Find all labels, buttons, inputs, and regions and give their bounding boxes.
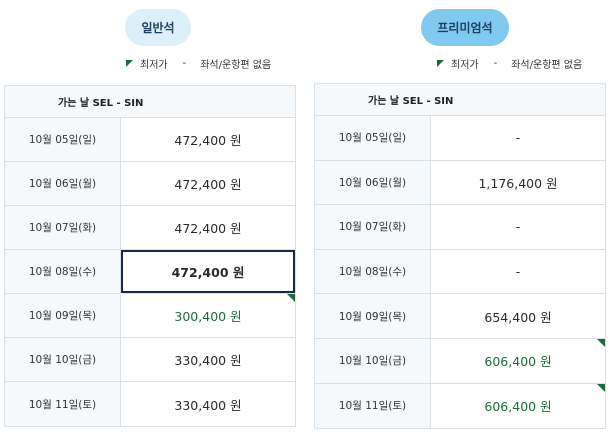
premium-class-tab[interactable]: 프리미엄석 bbox=[421, 9, 509, 46]
fare-row: 10월 11일(토) 606,400 원 bbox=[315, 383, 605, 429]
fare-price-text: 472,400 원 bbox=[171, 265, 245, 280]
economy-fare-table: 가는 날 SEL - SIN 10월 05일(일) 472,400 원 10월 06… bbox=[4, 85, 296, 427]
fare-row: 10월 09일(목) 300,400 원 bbox=[5, 294, 295, 338]
lowest-fare-marker-icon bbox=[597, 383, 605, 392]
fare-date: 10월 09일(목) bbox=[315, 294, 431, 338]
fare-date: 10월 11일(토) bbox=[315, 383, 431, 429]
lowest-fare-marker-icon bbox=[437, 60, 444, 67]
fare-price-text: 1,176,400 원 bbox=[478, 175, 558, 191]
fare-price-text: 654,400 원 bbox=[484, 309, 552, 325]
fare-row: 10월 06일(월) 472,400 원 bbox=[5, 162, 295, 206]
fare-row: 10월 06일(월) 1,176,400 원 bbox=[315, 160, 605, 206]
fare-price-text: 472,400 원 bbox=[174, 177, 242, 192]
fare-date: 10월 08일(수) bbox=[315, 249, 431, 294]
fare-date: 10월 05일(일) bbox=[315, 116, 431, 160]
fare-price[interactable]: 472,400 원 bbox=[121, 162, 295, 205]
legend-unavailable-label: 좌석/운항편 없음 bbox=[200, 60, 272, 71]
fare-price-text: 330,400 원 bbox=[174, 353, 242, 368]
lowest-fare-marker-icon bbox=[597, 338, 605, 347]
economy-panel: 일반석 최저가 - 좌석/운항편 없음 가는 날 SEL - SIN 10월 0… bbox=[4, 0, 296, 432]
route-header: 가는 날 SEL - SIN bbox=[5, 86, 295, 118]
fare-row: 10월 11일(토) 330,400 원 bbox=[5, 382, 295, 426]
fare-row: 10월 05일(일) 472,400 원 bbox=[5, 118, 295, 162]
fare-price-text: 606,400 원 bbox=[484, 399, 552, 415]
fare-price[interactable]: 606,400 원 bbox=[431, 338, 605, 383]
fare-price[interactable]: 472,400 원 bbox=[121, 118, 295, 161]
fare-price: - bbox=[431, 205, 605, 249]
fare-date: 10월 10일(금) bbox=[5, 338, 121, 381]
fare-price-text: - bbox=[515, 130, 521, 146]
fare-date: 10월 10일(금) bbox=[315, 338, 431, 383]
fare-date: 10월 06일(월) bbox=[315, 160, 431, 205]
fare-price-text: 330,400 원 bbox=[174, 397, 242, 413]
legend-lowest-label: 최저가 bbox=[451, 60, 479, 71]
fare-row: 10월 05일(일) - bbox=[315, 116, 605, 161]
fare-row: 10월 07일(화) - bbox=[315, 205, 605, 250]
fare-price-text: 300,400 원 bbox=[174, 309, 242, 324]
fare-price-text: 472,400 원 bbox=[174, 221, 242, 236]
premium-panel: 프리미엄석 최저가 - 좌석/운항편 없음 가는 날 SEL - SIN 10월… bbox=[314, 0, 606, 432]
fare-date: 10월 07일(화) bbox=[5, 206, 121, 249]
fare-row: 10월 08일(수) - bbox=[315, 249, 605, 295]
legend-dash: - bbox=[493, 58, 498, 69]
fare-price-text: - bbox=[515, 264, 521, 280]
fare-row: 10월 07일(화) 472,400 원 bbox=[5, 206, 295, 250]
fare-row: 10월 09일(목) 654,400 원 bbox=[315, 294, 605, 339]
fare-price[interactable]: 654,400 원 bbox=[431, 294, 605, 338]
fare-price: - bbox=[431, 250, 605, 294]
fare-price[interactable]: 330,400 원 bbox=[121, 338, 295, 381]
fare-date: 10월 08일(수) bbox=[5, 250, 121, 293]
fare-row: 10월 10일(금) 606,400 원 bbox=[315, 338, 605, 384]
fare-date: 10월 09일(목) bbox=[5, 294, 121, 337]
legend-dash: - bbox=[182, 58, 187, 69]
fare-price[interactable]: 1,176,400 원 bbox=[431, 161, 605, 205]
fare-price-text: 472,400 원 bbox=[174, 133, 242, 148]
legend-lowest-label: 최저가 bbox=[140, 60, 168, 71]
fare-legend: 최저가 - 좌석/운항편 없음 bbox=[126, 56, 271, 71]
lowest-fare-marker-icon bbox=[287, 294, 295, 302]
fare-price: - bbox=[431, 116, 605, 160]
fare-price-text: 606,400 원 bbox=[484, 354, 552, 370]
fare-row: 10월 10일(금) 330,400 원 bbox=[5, 338, 295, 382]
fare-price[interactable]: 606,400 원 bbox=[431, 383, 605, 429]
fare-date: 10월 11일(토) bbox=[5, 382, 121, 426]
fare-row: 10월 08일(수) 472,400 원 bbox=[5, 250, 295, 294]
fare-date: 10월 05일(일) bbox=[5, 118, 121, 161]
fare-legend: 최저가 - 좌석/운항편 없음 bbox=[437, 56, 582, 71]
lowest-fare-marker-icon bbox=[126, 60, 133, 67]
economy-class-tab[interactable]: 일반석 bbox=[125, 9, 191, 46]
fare-price-selected[interactable]: 472,400 원 bbox=[121, 250, 295, 293]
fare-date: 10월 07일(화) bbox=[315, 205, 431, 249]
fare-price[interactable]: 472,400 원 bbox=[121, 206, 295, 249]
fare-price[interactable]: 300,400 원 bbox=[121, 294, 295, 337]
fare-price[interactable]: 330,400 원 bbox=[121, 382, 295, 426]
fare-price-text: - bbox=[515, 219, 521, 235]
fare-date: 10월 06일(월) bbox=[5, 162, 121, 205]
premium-fare-table: 가는 날 SEL - SIN 10월 05일(일) - 10월 06일(월) 1,17… bbox=[314, 83, 606, 430]
route-header: 가는 날 SEL - SIN bbox=[315, 84, 605, 116]
legend-unavailable-label: 좌석/운항편 없음 bbox=[511, 60, 583, 71]
